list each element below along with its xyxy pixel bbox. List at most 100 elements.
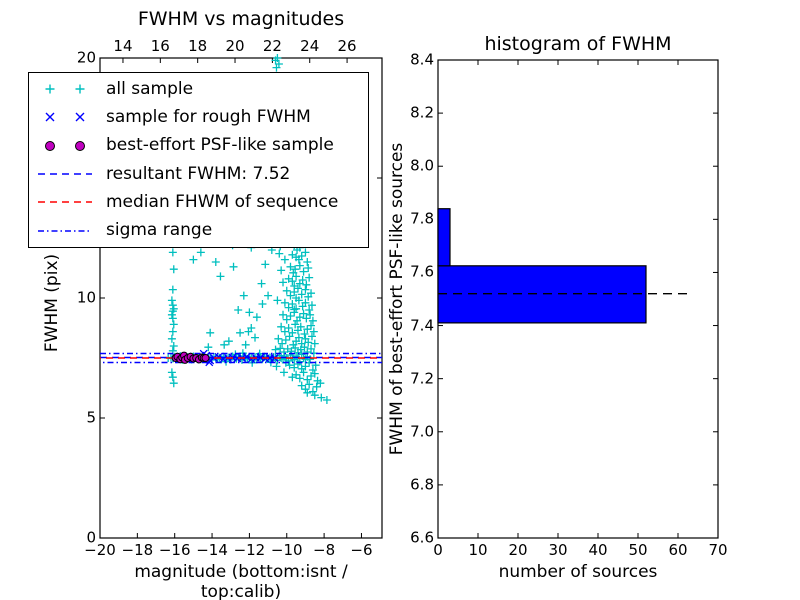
all-sample-marker [286,312,295,320]
right-x-tick-label: 50 [628,541,648,559]
all-sample-marker [169,342,178,350]
all-sample-marker [168,301,177,310]
all-sample-marker [282,315,291,324]
all-sample-marker [292,352,301,361]
right-y-tick-label: 8.4 [410,50,434,69]
rough-fwhm-sample-marker [214,352,223,361]
all-sample-marker [277,322,286,331]
all-sample-marker [189,255,198,264]
top-x-tick-label: 18 [188,37,208,55]
right-x-tick-label: 60 [668,541,688,559]
all-sample-marker [251,333,260,342]
all-sample-marker [295,261,304,270]
all-sample-marker [239,291,248,300]
all-sample-marker [279,310,288,319]
all-sample-marker [244,327,253,336]
all-sample-marker [310,369,319,378]
all-sample-marker [288,277,297,286]
hist-bar [437,208,451,267]
all-sample-marker [245,308,254,317]
right-x-tick-label: 70 [708,541,728,559]
right-y-tick-label: 8.2 [410,103,434,122]
all-sample-marker [303,325,312,334]
all-sample-marker [281,336,290,344]
all-sample-marker [261,260,270,269]
legend-label: resultant FWHM: 7.52 [106,163,291,184]
legend-row: all sample [29,75,368,103]
legend-swatch-x-icon [45,112,85,122]
all-sample-marker [168,373,177,382]
all-sample-marker [279,278,288,287]
left-x-tick-label: −8 [313,541,336,559]
legend-swatch-plus-icon [45,84,85,94]
all-sample-marker [241,340,250,349]
all-sample-marker [322,396,331,404]
all-sample-marker [294,333,303,342]
left-y-tick-label: 0 [86,528,96,547]
legend-swatch-dashdot-icon [38,229,92,232]
all-sample-marker [301,248,310,257]
right-y-tick-label: 8.0 [410,156,434,175]
all-sample-marker [294,296,303,305]
top-x-tick-label: 22 [262,37,282,55]
all-sample-marker [280,327,289,336]
top-x-tick-label: 14 [113,37,133,55]
legend-label: sample for rough FWHM [106,106,311,127]
all-sample-marker [291,320,300,329]
all-sample-marker [275,249,284,258]
left-plot-xlabel: magnitude (bottom:isnt / top:calib) [134,562,348,600]
left-y-tick-label: 5 [86,408,96,427]
right-plot-ylabel: FWHM of best-effort PSF-like sources [387,142,407,456]
all-sample-marker [168,314,177,323]
all-sample-marker [290,308,299,317]
all-sample-marker [312,382,321,391]
legend-swatch-dashed-icon [38,173,92,175]
all-sample-marker [306,310,315,319]
all-sample-marker [286,262,295,271]
all-sample-marker [296,322,305,331]
all-sample-marker [167,334,176,343]
left-x-tick-label: −14 [196,541,228,559]
all-sample-marker [234,306,243,314]
left-x-tick-label: −6 [350,541,373,559]
all-sample-marker [300,343,309,352]
all-sample-marker [303,375,312,384]
all-sample-marker [299,309,308,318]
all-sample-marker [299,267,308,276]
all-sample-marker [305,306,314,314]
all-sample-marker [288,300,297,308]
all-sample-marker [167,310,176,319]
all-sample-marker [169,265,178,274]
all-sample-marker [196,248,205,257]
right-y-tick-label: 6.8 [410,475,434,494]
top-x-tick-label: 16 [150,37,170,55]
legend-row: median FHWM of sequence [29,188,368,216]
all-sample-marker [168,327,177,336]
all-sample-marker [273,54,282,62]
left-plot-title: FWHM vs magnitudes [137,8,345,30]
all-sample-marker [280,255,289,264]
all-sample-marker [292,272,301,281]
all-sample-marker [301,285,310,294]
all-sample-marker [284,303,293,312]
all-sample-marker [204,343,213,352]
left-x-tick-label: −10 [270,541,303,559]
all-sample-marker [169,304,178,313]
all-sample-marker [301,385,310,394]
all-sample-marker [308,316,317,325]
all-sample-marker [305,380,314,389]
all-sample-marker [291,343,300,352]
all-sample-marker [272,63,281,72]
all-sample-marker [277,266,286,275]
right-y-tick-label: 7.2 [410,369,434,388]
all-sample-marker [295,374,304,383]
right-x-tick-label: 0 [433,541,443,559]
legend-swatch-dashed-icon [38,201,92,204]
all-sample-marker [303,258,312,266]
all-sample-marker [252,313,261,322]
all-sample-marker [307,301,316,310]
all-sample-marker [168,285,177,294]
all-sample-marker [302,314,311,323]
legend-label: sigma range [106,220,213,241]
